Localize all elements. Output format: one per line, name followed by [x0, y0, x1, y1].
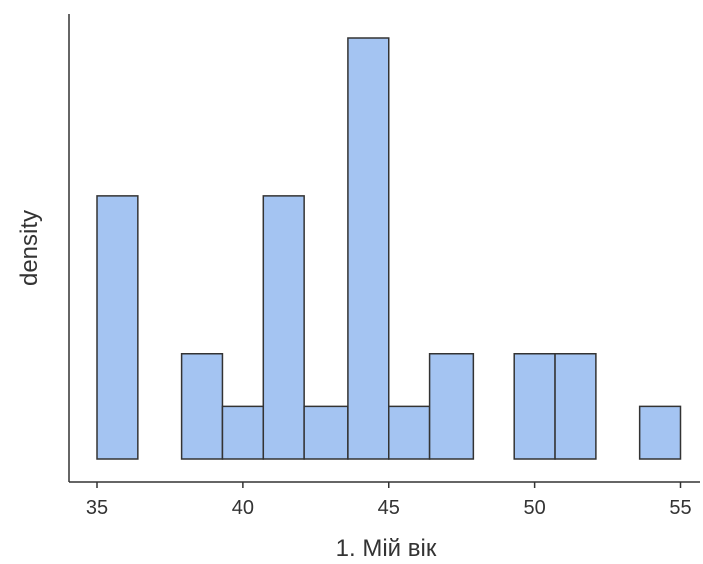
x-axis-ticks: 35 40 45 50 55 — [86, 482, 692, 519]
histogram-bar — [221, 405, 265, 460]
histogram-bar — [303, 405, 349, 460]
histogram-bar — [428, 353, 475, 460]
histogram-bar — [96, 195, 139, 460]
x-tick-label: 50 — [524, 497, 546, 519]
y-axis-title: density — [16, 210, 43, 286]
x-tick-label: 40 — [232, 497, 254, 519]
x-tick-label: 35 — [86, 497, 108, 519]
x-axis-title: 1. Мій вік — [336, 535, 437, 562]
histogram-bar — [513, 353, 556, 460]
histogram-bar — [388, 405, 431, 460]
histogram-bar — [262, 195, 305, 460]
histogram-bar — [638, 405, 682, 460]
histogram-bars — [96, 37, 682, 460]
histogram-bar — [180, 353, 224, 460]
histogram-bar — [554, 353, 597, 460]
histogram-bar — [347, 37, 390, 460]
x-tick-label: 45 — [378, 497, 400, 519]
x-tick-label: 55 — [669, 497, 691, 519]
